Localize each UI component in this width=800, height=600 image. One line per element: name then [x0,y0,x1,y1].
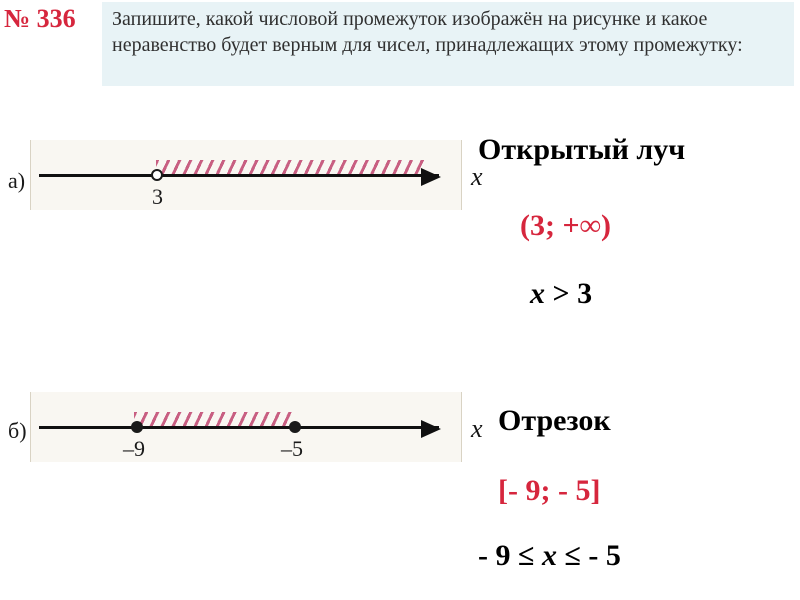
answer-b-inequality: - 9 ≤ x ≤ - 5 [478,540,788,572]
answer-a-ineq-rest: > 3 [545,277,592,310]
task-number: № 336 [4,4,76,34]
answer-a-inequality: x > 3 [530,278,592,310]
point-b-minus9-label: –9 [123,436,145,462]
diagram-a: 3 x [30,140,462,210]
answer-b-ineq-left: - 9 ≤ [478,539,542,572]
task-text: Запишите, какой числовой промежуток изоб… [112,8,743,56]
task-text-box: Запишите, какой числовой промежуток изоб… [102,2,794,86]
point-b-minus9 [131,421,143,433]
page: № 336 Запишите, какой числовой промежуто… [0,0,800,600]
axis-var-a: x [471,162,483,192]
answer-b-ineq-var: x [542,539,557,572]
hatch-b [134,412,294,426]
point-b-minus5-label: –5 [281,436,303,462]
answer-b-interval: [- 9; - 5] [498,475,600,507]
answer-a-title: Открытый луч [478,134,788,166]
hatch-a [156,160,426,174]
diagram-b: –9 –5 x [30,392,462,462]
answer-b-title: Отрезок [498,405,611,437]
answer-b-ineq-right: ≤ - 5 [557,539,621,572]
axis-var-b: x [471,414,483,444]
point-a-3-label: 3 [152,184,163,210]
problem-a-label: а) [8,168,25,194]
problem-b-label: б) [8,418,27,444]
point-b-minus5 [289,421,301,433]
axis-a [39,174,439,177]
axis-b [39,426,439,429]
point-a-3 [151,169,163,181]
answer-a-interval: (3; +∞) [520,210,611,242]
answer-a-ineq-var: x [530,277,545,310]
